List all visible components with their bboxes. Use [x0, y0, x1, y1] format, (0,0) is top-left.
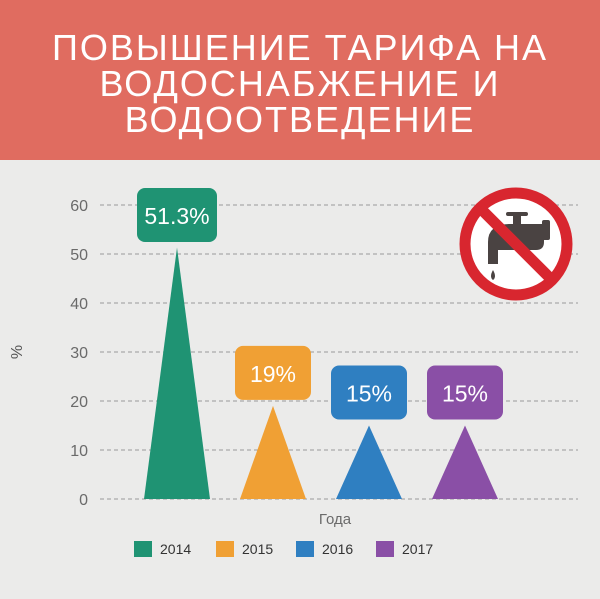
bar-2014 — [144, 247, 210, 499]
tap-end — [542, 220, 550, 240]
water-drop — [491, 270, 495, 280]
data-label-box — [235, 345, 311, 400]
legend-label: 2014 — [160, 541, 192, 557]
bar-2015 — [240, 405, 306, 499]
y-tick-label: 10 — [70, 443, 88, 460]
legend-swatch — [134, 541, 152, 557]
y-tick-label: 30 — [70, 345, 88, 362]
y-tick-label: 60 — [70, 198, 88, 215]
legend-item-2017: 2017 — [376, 537, 433, 561]
tap-handle — [506, 212, 528, 216]
legend-label: 2016 — [322, 541, 354, 557]
data-label: 15% — [346, 381, 392, 407]
header-banner: ПОВЫШЕНИЕ ТАРИФА НА ВОДОСНАБЖЕНИЕ И ВОДО… — [0, 0, 600, 160]
no-water-tap-icon — [459, 187, 573, 301]
no-sign-slash — [476, 204, 556, 284]
legend-label: 2017 — [402, 541, 434, 557]
tariff-chart: 0 10 20 30 40 50 60% Года 51.3% 19% 15% 15% — [9, 187, 578, 528]
y-tick-label: 50 — [70, 247, 88, 264]
bar-2016 — [336, 425, 402, 499]
legend-swatch — [376, 541, 394, 557]
y-tick-label: 40 — [70, 296, 88, 313]
y-tick-label: 20 — [70, 394, 88, 411]
title-line-1: ПОВЫШЕНИЕ ТАРИФА НА — [52, 27, 548, 68]
data-label: 51.3% — [144, 203, 209, 229]
x-axis-label: Года — [319, 511, 352, 528]
data-label: 19% — [250, 361, 296, 387]
legend-label: 2015 — [242, 541, 274, 557]
legend-item-2014: 2014 — [134, 537, 191, 561]
data-label-box — [427, 365, 503, 420]
data-label: 15% — [442, 381, 488, 407]
legend-swatch — [216, 541, 234, 557]
data-label-box — [137, 188, 217, 242]
y-axis-label: % — [9, 345, 26, 359]
tap-stem — [513, 213, 521, 225]
title-line-3: ВОДООТВЕДЕНИЕ — [124, 99, 476, 140]
bar-2017 — [432, 425, 498, 499]
y-tick-label: 0 — [79, 492, 88, 509]
title-line-2: ВОДОСНАБЖЕНИЕ И — [99, 63, 501, 104]
legend-item-2015: 2015 — [216, 537, 273, 561]
legend-item-2016: 2016 — [296, 537, 353, 561]
data-label-box — [331, 365, 407, 420]
legend-swatch — [296, 541, 314, 557]
